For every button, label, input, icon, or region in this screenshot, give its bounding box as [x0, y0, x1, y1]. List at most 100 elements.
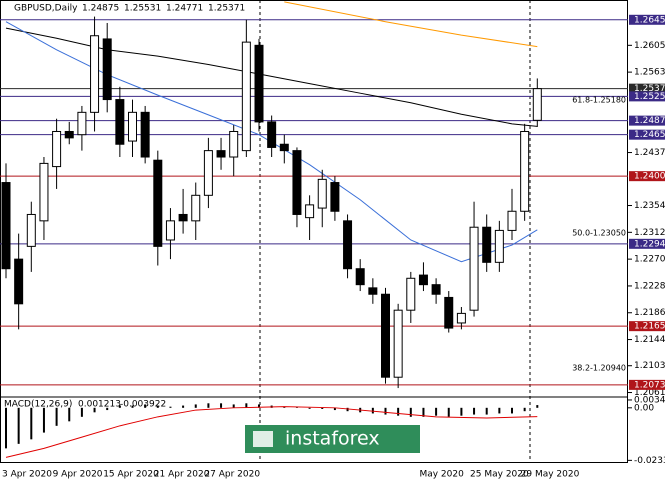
candle-body — [355, 268, 365, 286]
candle-body — [203, 150, 213, 196]
macd-bar — [194, 404, 197, 408]
candle-body — [520, 130, 530, 212]
candle-body — [52, 130, 62, 168]
level-label-bg — [629, 129, 665, 140]
symbol: GBPUSD,Daily — [14, 4, 78, 14]
macd-signal — [5, 406, 538, 458]
macd-bar — [182, 405, 185, 408]
candle-body — [26, 213, 36, 247]
level-label-bg — [629, 171, 665, 182]
macd-bar — [409, 407, 412, 417]
fibo-label: 50.0-1.23050 — [572, 229, 626, 238]
candle-body — [102, 38, 112, 101]
macd-bar — [473, 407, 476, 415]
level-label: 1.24870 — [634, 116, 665, 126]
level-label-bg — [629, 238, 665, 249]
macd-bar — [308, 407, 311, 409]
candle-body — [64, 130, 74, 139]
macd-bar — [220, 403, 223, 408]
y-tick-label: 1.21860 — [634, 308, 665, 318]
candle-body — [444, 296, 454, 329]
level-label: 1.22940 — [634, 239, 665, 249]
candle-body — [482, 226, 492, 263]
macd-bar — [55, 407, 58, 426]
macd-bar — [460, 407, 463, 416]
y-tick-label: 1.22280 — [634, 281, 665, 291]
level-label: 1.21650 — [634, 322, 665, 332]
candle-body — [317, 178, 327, 209]
macd-y-tick-label: 0.00 — [634, 403, 654, 413]
macd-bar — [80, 407, 83, 417]
candle-body — [216, 150, 226, 158]
level-label-bg — [629, 14, 665, 25]
y-tick-label: 1.22700 — [634, 255, 665, 265]
y-tick-label: 1.24370 — [634, 148, 665, 158]
indicator-line — [284, 1, 538, 48]
watermark-logo — [253, 431, 273, 447]
level-label: 1.25250 — [634, 92, 665, 102]
watermark-text: instaforex — [285, 428, 380, 450]
header-value: 1.24875 — [82, 4, 119, 14]
y-tick-label: 1.21440 — [634, 335, 665, 345]
macd-bar — [144, 404, 147, 408]
candle-body — [1, 182, 11, 270]
candle-body — [406, 277, 416, 311]
x-tick-label: May 2020 — [419, 470, 464, 480]
macd-bar — [333, 407, 336, 411]
level-label: 1.24650 — [634, 130, 665, 140]
level-label-bg — [629, 115, 665, 126]
y-tick-label: 1.23120 — [634, 228, 665, 238]
candle-body — [393, 309, 403, 378]
macd-bar — [511, 407, 513, 414]
y-tick-label: 1.20610 — [634, 388, 665, 398]
macd-y-tick-label: 0.003481 — [634, 395, 665, 405]
y-tick-label: 1.25630 — [634, 68, 665, 78]
candle-body — [77, 111, 87, 136]
level-label: 1.24000 — [634, 172, 665, 182]
x-tick-label: 27 Apr 2020 — [204, 470, 260, 480]
macd-bar — [30, 407, 33, 440]
x-tick-label: 15 Apr 2020 — [103, 470, 159, 480]
macd-label: MACD(12,26,9) — [4, 400, 72, 410]
candle-body — [241, 41, 251, 152]
level-label: 1.25371 — [634, 84, 665, 94]
candle-body — [305, 204, 315, 219]
candle-body — [469, 226, 479, 311]
candle-body — [39, 162, 49, 222]
macd-bar — [283, 406, 286, 408]
candle-body — [267, 121, 277, 148]
level-label-bg — [629, 321, 665, 332]
candle-body — [532, 88, 542, 121]
macd-bar — [93, 407, 96, 413]
macd-bar — [321, 407, 324, 409]
candle-body — [90, 35, 100, 113]
macd-bar — [447, 407, 450, 417]
macd-y-tick-label: -0.023324 — [634, 456, 665, 466]
macd-bar — [397, 407, 400, 416]
macd-bar — [485, 407, 488, 415]
macd-bar — [536, 405, 539, 408]
candle-body — [368, 287, 378, 295]
macd-bar — [207, 403, 210, 408]
x-tick-label: 21 Apr 2020 — [154, 470, 210, 480]
level-label: 1.20730 — [634, 380, 665, 390]
macd-bar — [118, 405, 121, 408]
macd-bar — [523, 407, 526, 412]
macd-bar — [106, 407, 109, 411]
macd-bar — [169, 406, 172, 408]
header-value: 1.24771 — [166, 4, 203, 14]
candle-body — [153, 159, 163, 247]
level-label: 1.26450 — [634, 15, 665, 25]
x-tick-label: 29 May 2020 — [521, 470, 580, 480]
candle-body — [431, 284, 441, 295]
x-tick-label: 9 Apr 2020 — [53, 470, 103, 480]
candle-body — [343, 220, 353, 270]
y-tick-label: 1.26050 — [634, 41, 665, 51]
macd-bar — [245, 403, 248, 408]
candle-body — [165, 220, 175, 241]
level-label-bg — [629, 379, 665, 390]
candle-body — [279, 143, 289, 152]
candle-body — [507, 210, 517, 231]
header-value: 1.25371 — [208, 4, 245, 14]
macd-bar — [42, 407, 45, 433]
